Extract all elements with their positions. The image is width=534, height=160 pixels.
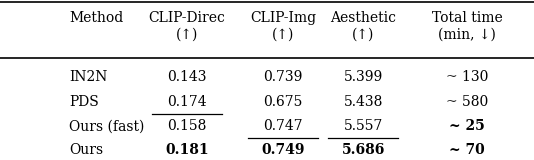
Text: IN2N: IN2N xyxy=(69,70,108,84)
Text: CLIP-Img
(↑): CLIP-Img (↑) xyxy=(250,11,316,41)
Text: 0.143: 0.143 xyxy=(167,70,207,84)
Text: ~ 70: ~ 70 xyxy=(450,143,485,157)
Text: 0.675: 0.675 xyxy=(263,95,303,109)
Text: Method: Method xyxy=(69,11,124,25)
Text: Total time
(min, ↓): Total time (min, ↓) xyxy=(432,11,502,41)
Text: 5.686: 5.686 xyxy=(341,143,385,157)
Text: PDS: PDS xyxy=(69,95,99,109)
Text: Ours (fast): Ours (fast) xyxy=(69,119,145,133)
Text: 0.181: 0.181 xyxy=(165,143,209,157)
Text: Aesthetic
(↑): Aesthetic (↑) xyxy=(330,11,396,41)
Text: CLIP-Direc
(↑): CLIP-Direc (↑) xyxy=(148,11,225,41)
Text: 0.174: 0.174 xyxy=(167,95,207,109)
Text: 0.158: 0.158 xyxy=(167,119,207,133)
Text: 5.438: 5.438 xyxy=(343,95,383,109)
Text: 5.557: 5.557 xyxy=(343,119,383,133)
Text: ~ 25: ~ 25 xyxy=(450,119,485,133)
Text: Ours: Ours xyxy=(69,143,104,157)
Text: ~ 130: ~ 130 xyxy=(446,70,489,84)
Text: ~ 580: ~ 580 xyxy=(446,95,489,109)
Text: 0.739: 0.739 xyxy=(263,70,303,84)
Text: 0.749: 0.749 xyxy=(261,143,305,157)
Text: 5.399: 5.399 xyxy=(343,70,383,84)
Text: 0.747: 0.747 xyxy=(263,119,303,133)
